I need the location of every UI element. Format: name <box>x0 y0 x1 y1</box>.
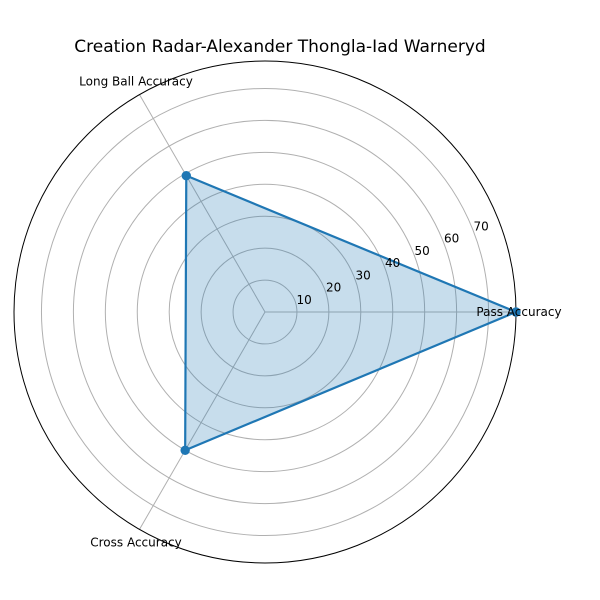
data-point <box>181 170 191 181</box>
axis-spoke <box>139 311 266 530</box>
data-point <box>511 307 521 317</box>
tick-label: 60 <box>444 232 459 246</box>
chart-title: Creation Radar-Alexander Thongla-Iad War… <box>74 37 485 57</box>
tick-label: 30 <box>356 268 371 282</box>
series-area <box>185 175 517 451</box>
series-line <box>184 174 518 452</box>
label-layer: Pass Accuracy Long Ball Accuracy Cross Acc… <box>79 75 561 550</box>
tick-label: 20 <box>326 281 341 295</box>
data-point <box>180 445 190 455</box>
tick-label: 50 <box>415 244 430 258</box>
tick-label: 40 <box>385 256 400 270</box>
series-layer <box>180 170 521 455</box>
tick-label: 10 <box>297 293 312 307</box>
spoke-layer <box>139 94 516 530</box>
axis-label: Cross Accuracy <box>90 535 182 549</box>
axis-label: Pass Accuracy <box>476 305 561 319</box>
axis-spoke <box>139 94 266 313</box>
tick-layer: 10 20 30 40 50 60 70 <box>297 219 489 306</box>
tick-label: 70 <box>474 219 489 233</box>
axis-label: Long Ball Accuracy <box>79 75 193 89</box>
